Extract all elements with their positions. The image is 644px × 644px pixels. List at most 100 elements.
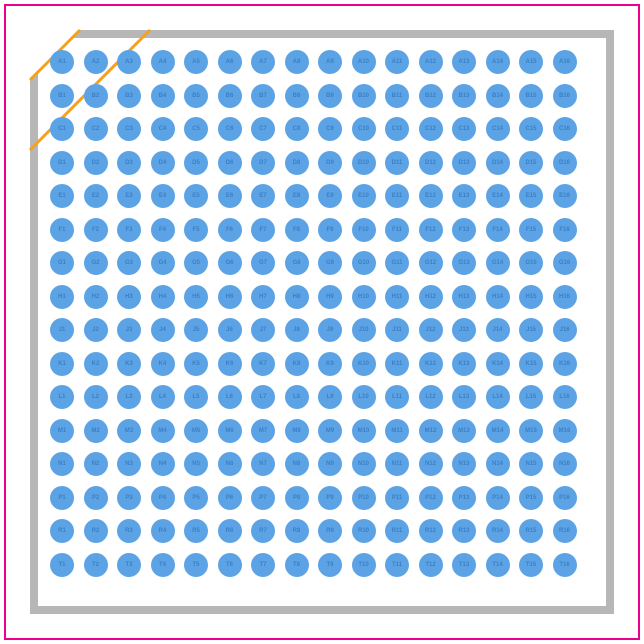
ball-J4: J4 (151, 318, 175, 342)
ball-N2: N2 (84, 452, 108, 476)
ball-R9: R9 (318, 519, 342, 543)
ball-F12: F12 (419, 218, 443, 242)
ball-M14: M14 (486, 419, 510, 443)
ball-F8: F8 (285, 218, 309, 242)
ball-E10: E10 (352, 184, 376, 208)
ball-L1: L1 (50, 385, 74, 409)
ball-T11: T11 (385, 553, 409, 577)
ball-E14: E14 (486, 184, 510, 208)
ball-P9: P9 (318, 486, 342, 510)
ball-K14: K14 (486, 352, 510, 376)
ball-M3: M3 (117, 419, 141, 443)
ball-C14: C14 (486, 117, 510, 141)
ball-A15: A15 (519, 50, 543, 74)
ball-C16: C16 (553, 117, 577, 141)
ball-T1: T1 (50, 553, 74, 577)
ball-F2: F2 (84, 218, 108, 242)
ball-E15: E15 (519, 184, 543, 208)
ball-G10: G10 (352, 251, 376, 275)
ball-K8: K8 (285, 352, 309, 376)
ball-M9: M9 (318, 419, 342, 443)
ball-E8: E8 (285, 184, 309, 208)
ball-M11: M11 (385, 419, 409, 443)
ball-F10: F10 (352, 218, 376, 242)
ball-R6: R6 (218, 519, 242, 543)
ball-P7: P7 (251, 486, 275, 510)
ball-A8: A8 (285, 50, 309, 74)
ball-C11: C11 (385, 117, 409, 141)
ball-E3: E3 (117, 184, 141, 208)
ball-D8: D8 (285, 151, 309, 175)
ball-G9: G9 (318, 251, 342, 275)
ball-G14: G14 (486, 251, 510, 275)
ball-N7: N7 (251, 452, 275, 476)
ball-D16: D16 (553, 151, 577, 175)
ball-B16: B16 (553, 84, 577, 108)
ball-J1: J1 (50, 318, 74, 342)
ball-J8: J8 (285, 318, 309, 342)
ball-T8: T8 (285, 553, 309, 577)
ball-A6: A6 (218, 50, 242, 74)
ball-A14: A14 (486, 50, 510, 74)
ball-H1: H1 (50, 285, 74, 309)
ball-G16: G16 (553, 251, 577, 275)
ball-H2: H2 (84, 285, 108, 309)
ball-F5: F5 (184, 218, 208, 242)
ball-H5: H5 (184, 285, 208, 309)
ball-F6: F6 (218, 218, 242, 242)
ball-P8: P8 (285, 486, 309, 510)
ball-B2: B2 (84, 84, 108, 108)
ball-J6: J6 (218, 318, 242, 342)
ball-L9: L9 (318, 385, 342, 409)
ball-B7: B7 (251, 84, 275, 108)
ball-R1: R1 (50, 519, 74, 543)
ball-L8: L8 (285, 385, 309, 409)
ball-F11: F11 (385, 218, 409, 242)
ball-M7: M7 (251, 419, 275, 443)
ball-C10: C10 (352, 117, 376, 141)
ball-L12: L12 (419, 385, 443, 409)
ball-N8: N8 (285, 452, 309, 476)
ball-N12: N12 (419, 452, 443, 476)
ball-P10: P10 (352, 486, 376, 510)
ball-R16: R16 (553, 519, 577, 543)
ball-K11: K11 (385, 352, 409, 376)
ball-P15: P15 (519, 486, 543, 510)
ball-D3: D3 (117, 151, 141, 175)
ball-H13: H13 (452, 285, 476, 309)
ball-J10: J10 (352, 318, 376, 342)
ball-R10: R10 (352, 519, 376, 543)
ball-M1: M1 (50, 419, 74, 443)
ball-K16: K16 (553, 352, 577, 376)
ball-N14: N14 (486, 452, 510, 476)
ball-T12: T12 (419, 553, 443, 577)
ball-J5: J5 (184, 318, 208, 342)
ball-D9: D9 (318, 151, 342, 175)
ball-J2: J2 (84, 318, 108, 342)
ball-K2: K2 (84, 352, 108, 376)
ball-N13: N13 (452, 452, 476, 476)
ball-L10: L10 (352, 385, 376, 409)
ball-T2: T2 (84, 553, 108, 577)
ball-P2: P2 (84, 486, 108, 510)
ball-L6: L6 (218, 385, 242, 409)
ball-G6: G6 (218, 251, 242, 275)
ball-T9: T9 (318, 553, 342, 577)
ball-R2: R2 (84, 519, 108, 543)
ball-M15: M15 (519, 419, 543, 443)
ball-K15: K15 (519, 352, 543, 376)
ball-R8: R8 (285, 519, 309, 543)
ball-H3: H3 (117, 285, 141, 309)
ball-C3: C3 (117, 117, 141, 141)
ball-K1: K1 (50, 352, 74, 376)
ball-B8: B8 (285, 84, 309, 108)
ball-P13: P13 (452, 486, 476, 510)
ball-H16: H16 (553, 285, 577, 309)
ball-R3: R3 (117, 519, 141, 543)
ball-E6: E6 (218, 184, 242, 208)
ball-R15: R15 (519, 519, 543, 543)
ball-M16: M16 (553, 419, 577, 443)
ball-C4: C4 (151, 117, 175, 141)
ball-E1: E1 (50, 184, 74, 208)
ball-L13: L13 (452, 385, 476, 409)
